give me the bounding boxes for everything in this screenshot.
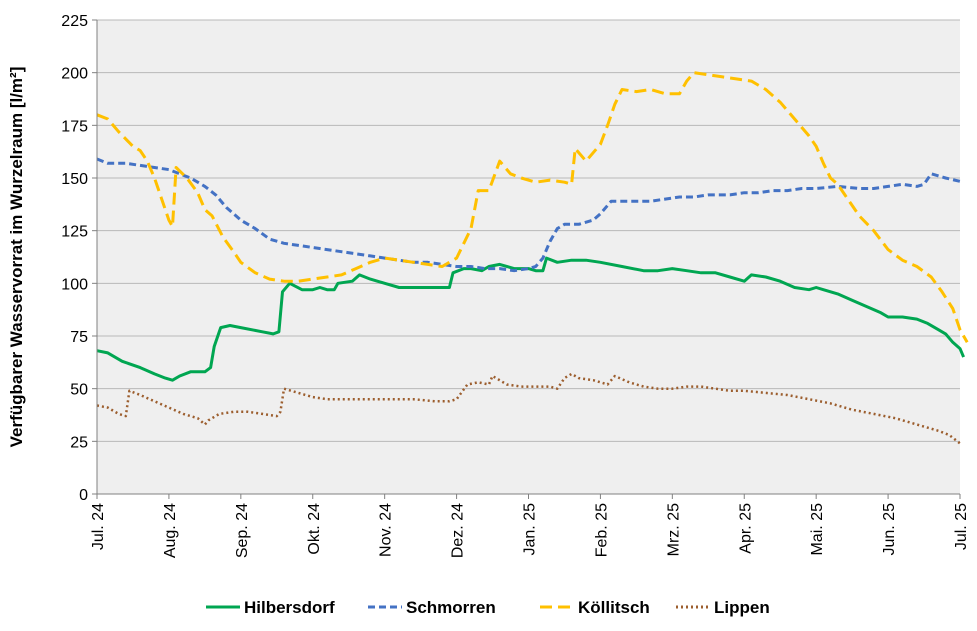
y-tick-label: 225 <box>61 13 88 30</box>
y-tick-label: 50 <box>70 382 88 399</box>
series-line-köllitsch <box>96 71 969 344</box>
y-tick-label: 25 <box>70 434 88 451</box>
x-tick-label: Jul. 25 <box>953 503 970 550</box>
legend-label: Lippen <box>714 598 770 617</box>
x-tick-label: Feb. 25 <box>593 503 610 557</box>
x-tick-label: Mrz. 25 <box>665 503 682 556</box>
y-tick-label: 125 <box>61 224 88 241</box>
y-tick-label: 0 <box>79 487 88 504</box>
legend-label: Schmorren <box>406 598 496 617</box>
plot-area <box>97 20 960 494</box>
x-tick-label: Apr. 25 <box>737 503 754 554</box>
gridlines <box>97 19 960 442</box>
x-tick-label: Nov. 24 <box>378 503 395 557</box>
legend: Hilbersdorf Schmorren Köllitsch Lippen <box>206 598 770 617</box>
series-line-schmorren <box>96 157 964 273</box>
series-line-hilbersdorf <box>96 256 965 382</box>
y-tick-label: 175 <box>61 118 88 135</box>
x-tick-label: Sep. 24 <box>234 503 251 558</box>
x-tick-label: Dez. 24 <box>450 503 467 558</box>
x-tick-label: Jul. 24 <box>90 503 107 550</box>
x-tick-label: Jun. 25 <box>881 503 898 556</box>
y-tick-label: 100 <box>61 276 88 293</box>
y-tick-label: 150 <box>61 171 88 188</box>
y-axis-label: Verfügbarer Wasservorrat im Wurzelraum [… <box>7 67 26 448</box>
axes <box>92 19 961 499</box>
legend-label: Hilbersdorf <box>244 598 335 617</box>
y-tick-labels: 0 25 50 75 100 125 150 175 200 225 <box>61 13 88 504</box>
x-tick-label: Mai. 25 <box>809 503 826 556</box>
x-tick-label: Okt. 24 <box>306 503 323 555</box>
x-tick-label: Aug. 24 <box>162 503 179 558</box>
series-lines <box>96 71 969 445</box>
legend-label: Köllitsch <box>578 598 650 617</box>
y-tick-label: 75 <box>70 329 88 346</box>
x-tick-label: Jan. 25 <box>522 503 539 556</box>
x-tick-labels: Jul. 24 Aug. 24 Sep. 24 Okt. 24 Nov. 24 Dez. … <box>90 503 970 558</box>
y-tick-label: 200 <box>61 66 88 83</box>
